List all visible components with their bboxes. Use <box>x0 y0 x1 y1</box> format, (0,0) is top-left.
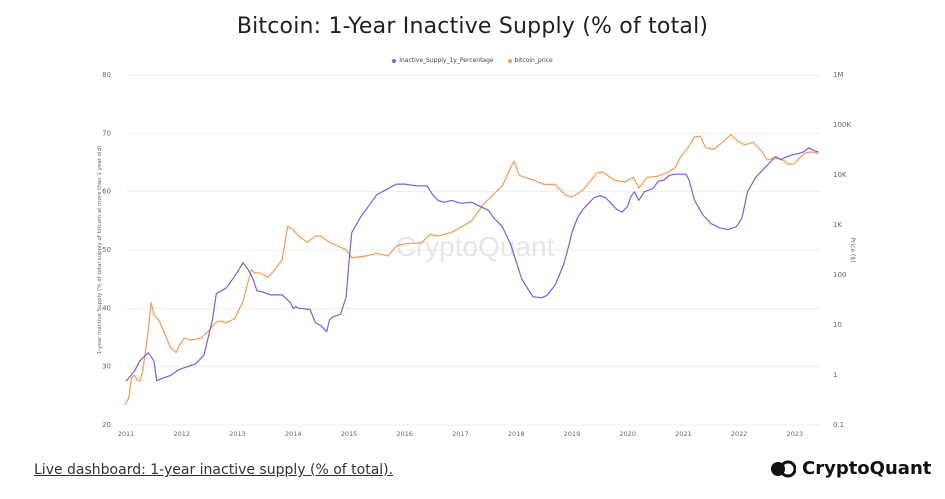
y-left-tick-label: 30 <box>102 363 111 371</box>
y-right-tick-label: 1 <box>833 371 837 379</box>
x-tick-label: 2018 <box>508 430 525 438</box>
x-tick-label: 2022 <box>731 430 748 438</box>
x-tick-label: 2014 <box>285 430 302 438</box>
legend-label-supply: Inactive_Supply_1y_Percentage <box>399 57 494 64</box>
y-right-tick-label: 1K <box>833 221 842 229</box>
y-left-tick-label: 20 <box>102 421 111 429</box>
page-title: Bitcoin: 1-Year Inactive Supply (% of to… <box>236 14 709 39</box>
legend-item-supply[interactable]: Inactive_Supply_1y_Percentage <box>392 57 494 64</box>
y-right-tick-label: 100 <box>833 271 846 279</box>
y-left-tick-label: 70 <box>102 129 111 137</box>
x-tick-label: 2015 <box>341 430 358 438</box>
x-tick-label: 2023 <box>787 430 804 438</box>
y-right-tick-label: 1M <box>833 71 844 79</box>
x-tick-label: 2012 <box>173 430 190 438</box>
legend-swatch-supply <box>392 58 397 63</box>
x-tick-label: 2016 <box>396 430 413 438</box>
cryptoquant-logo-icon <box>771 460 796 477</box>
y-left-tick-label: 60 <box>102 188 111 196</box>
y-right-tick-label: 100K <box>833 121 851 129</box>
series-line-inactive-supply <box>125 147 819 382</box>
y-left-tick-label: 40 <box>102 304 111 312</box>
legend-item-price[interactable]: bitcoin_price <box>507 57 553 64</box>
legend-label-price: bitcoin_price <box>514 57 553 64</box>
x-tick-label: 2020 <box>619 430 636 438</box>
legend-swatch-price <box>507 58 512 63</box>
y-left-tick-label: 50 <box>102 246 111 254</box>
series-line-bitcoin-price <box>124 134 819 406</box>
y-right-tick-label: 10 <box>833 321 842 329</box>
x-tick-label: 2021 <box>675 430 692 438</box>
y-right-tick-label: 0.1 <box>833 421 844 429</box>
live-dashboard-link[interactable]: Live dashboard: 1-year inactive supply (… <box>34 462 394 478</box>
y-right-tick-label: 10K <box>833 171 847 179</box>
chart-legend: Inactive_Supply_1y_Percentage bitcoin_pr… <box>0 57 945 65</box>
x-tick-label: 2011 <box>118 430 135 438</box>
watermark: CryptoQuant <box>396 231 555 262</box>
series-group <box>124 134 819 406</box>
y-left-label: 1-year inactive Supply (% of total suppl… <box>97 146 103 354</box>
y-right-ticks: 1M 100K 10K 1K 100 10 1 0.1 <box>833 71 851 429</box>
x-tick-label: 2019 <box>564 430 581 438</box>
x-tick-label: 2013 <box>229 430 246 438</box>
y-left-tick-label: 80 <box>102 71 111 79</box>
brand-name: CryptoQuant <box>802 458 932 479</box>
grid-lines <box>126 74 820 426</box>
y-right-label: Price ($) <box>849 237 856 262</box>
x-ticks: 2011 2012 2013 2014 2015 2016 2017 2018 2019 2020… <box>118 430 803 438</box>
brand-logo: CryptoQuant <box>770 458 931 479</box>
x-tick-label: 2017 <box>452 430 469 438</box>
y-left-ticks: 80 70 60 50 40 30 20 <box>102 71 111 429</box>
